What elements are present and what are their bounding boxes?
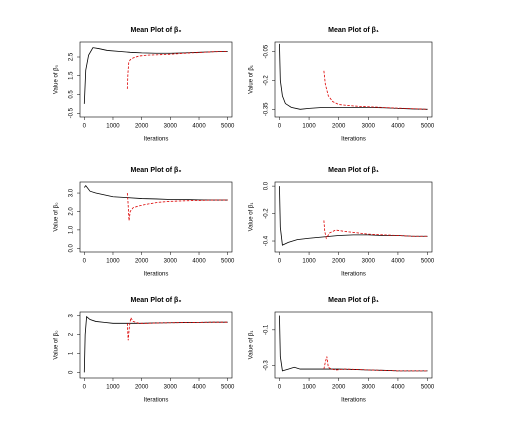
x-tick-label: 5000 <box>421 124 435 130</box>
x-tick-label: 3000 <box>362 259 376 265</box>
y-tick-label: 0.5 <box>69 90 75 99</box>
y-tick-label: 0 <box>69 370 75 374</box>
y-tick-label: 1 <box>69 351 75 355</box>
x-tick-label: 0 <box>83 259 87 265</box>
plot-frame <box>79 41 233 118</box>
x-tick-label: 0 <box>83 124 87 130</box>
y-axis-label: Value of β₁ <box>249 331 255 360</box>
y-tick-label: -0.1 <box>264 324 270 335</box>
y-tick-label: -0.2 <box>264 208 270 219</box>
series-line <box>323 70 428 110</box>
x-tick-label: 1000 <box>302 385 316 391</box>
series-line <box>279 186 428 246</box>
y-tick-label: 3 <box>69 313 75 317</box>
x-tick-label: 4000 <box>391 259 405 265</box>
chart-title: Mean Plot of β₁ <box>328 297 379 304</box>
y-axis-label: Value of β₀ <box>54 330 60 360</box>
x-tick-label: 3000 <box>164 124 178 130</box>
series-line <box>83 47 228 104</box>
y-tick-label: 2.0 <box>69 207 75 216</box>
plot-frame <box>274 311 433 379</box>
y-axis-label: Value of β₀ <box>54 202 60 232</box>
y-tick-label: -0.2 <box>264 75 270 86</box>
x-tick-label: 5000 <box>421 385 435 391</box>
y-axis-label: Value of β₁ <box>249 65 255 94</box>
y-tick-label: 1.5 <box>69 71 75 80</box>
x-tick-label: 4000 <box>192 385 206 391</box>
y-tick-label: 2 <box>69 332 75 336</box>
x-tick-label: 5000 <box>221 259 235 265</box>
x-tick-label: 0 <box>83 385 87 391</box>
chart-title: Mean Plot of β₀ <box>131 297 182 304</box>
x-tick-label: 2000 <box>332 385 346 391</box>
chart-title: Mean Plot of β₀ <box>131 27 182 34</box>
x-axis-label: Iterations <box>144 272 169 278</box>
x-tick-label: 1000 <box>302 259 316 265</box>
series-line <box>83 185 228 201</box>
y-tick-label: -0.4 <box>264 235 270 246</box>
series-line <box>323 356 428 372</box>
x-axis-label: Iterations <box>341 272 366 278</box>
x-tick-label: 2000 <box>135 385 149 391</box>
x-tick-label: 5000 <box>421 259 435 265</box>
y-tick-label: 1.0 <box>69 225 75 234</box>
x-tick-label: 2000 <box>332 259 346 265</box>
x-axis-label: Iterations <box>144 137 169 143</box>
x-axis-label: Iterations <box>341 137 366 143</box>
x-tick-label: 4000 <box>192 259 206 265</box>
y-tick-label: 0.0 <box>264 181 270 190</box>
x-tick-label: 4000 <box>391 124 405 130</box>
series-line <box>126 316 228 341</box>
series-line <box>323 220 428 240</box>
plot-frame <box>79 311 233 379</box>
y-axis-label: Value of β₁ <box>249 203 255 232</box>
x-tick-label: 1000 <box>302 124 316 130</box>
series-line <box>279 315 428 372</box>
x-tick-label: 0 <box>278 259 282 265</box>
chart-title: Mean Plot of β₁ <box>328 167 379 174</box>
plot-frame <box>274 181 433 253</box>
chart-title: Mean Plot of β₁ <box>328 27 379 34</box>
x-tick-label: 3000 <box>362 124 376 130</box>
plot-frame <box>274 41 433 118</box>
x-tick-label: 0 <box>278 124 282 130</box>
x-tick-label: 3000 <box>362 385 376 391</box>
y-tick-label: -0.3 <box>264 360 270 371</box>
x-tick-label: 4000 <box>391 385 405 391</box>
y-tick-label: -0.35 <box>264 102 270 116</box>
chart-title: Mean Plot of β₀ <box>131 167 182 174</box>
x-tick-label: 5000 <box>221 385 235 391</box>
y-tick-label: 3.0 <box>69 188 75 197</box>
series-line <box>126 193 228 221</box>
y-tick-label: 0.0 <box>69 243 75 252</box>
x-tick-label: 2000 <box>135 259 149 265</box>
x-axis-label: Iterations <box>144 398 169 404</box>
x-tick-label: 4000 <box>192 124 206 130</box>
x-tick-label: 3000 <box>164 385 178 391</box>
series-line <box>126 50 228 89</box>
y-tick-label: -0.5 <box>69 107 75 118</box>
x-tick-label: 5000 <box>221 124 235 130</box>
x-tick-label: 0 <box>278 385 282 391</box>
series-line <box>279 43 428 110</box>
x-axis-label: Iterations <box>341 398 366 404</box>
x-tick-label: 3000 <box>164 259 178 265</box>
x-tick-label: 1000 <box>106 385 120 391</box>
y-tick-label: 2.5 <box>69 52 75 61</box>
y-tick-label: -0.05 <box>264 44 270 58</box>
x-tick-label: 1000 <box>106 124 120 130</box>
x-tick-label: 1000 <box>106 259 120 265</box>
y-axis-label: Value of β₀ <box>54 64 60 94</box>
plot-frame <box>79 181 233 253</box>
series-line <box>83 315 228 373</box>
x-tick-label: 2000 <box>332 124 346 130</box>
x-tick-label: 2000 <box>135 124 149 130</box>
